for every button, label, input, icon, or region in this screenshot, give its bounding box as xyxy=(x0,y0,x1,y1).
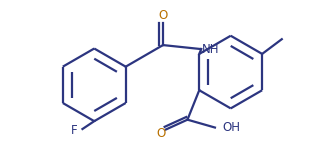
Text: O: O xyxy=(156,127,166,140)
Text: O: O xyxy=(158,9,168,22)
Text: F: F xyxy=(71,124,78,137)
Text: OH: OH xyxy=(223,121,241,134)
Text: NH: NH xyxy=(202,43,220,57)
